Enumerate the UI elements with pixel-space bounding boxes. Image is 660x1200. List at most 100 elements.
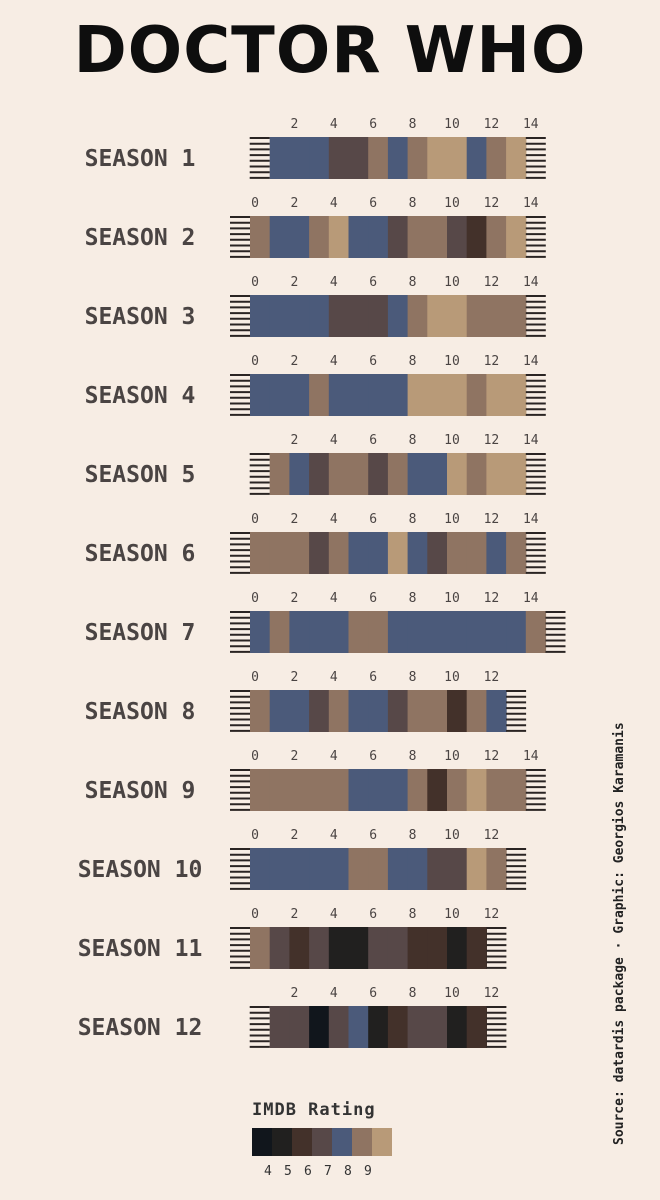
episode-cell — [506, 137, 527, 179]
season-label: SEASON 10 — [78, 857, 203, 883]
episode-cell — [309, 611, 330, 653]
season-row: SEASON 6 0 2 4 6 8 10 12 14 — [85, 512, 546, 574]
tick-label: 2 — [290, 828, 298, 843]
episode-cell — [466, 690, 487, 732]
legend-swatch — [332, 1128, 352, 1156]
episode-cell — [289, 769, 310, 811]
tick-label: 12 — [484, 749, 500, 764]
tick-label: 4 — [330, 591, 338, 606]
tick-label: 12 — [484, 117, 500, 132]
episode-cell — [486, 611, 507, 653]
episode-cell — [387, 137, 409, 179]
episode-cell — [387, 453, 409, 495]
episode-cell — [289, 848, 310, 890]
episode-cell — [407, 848, 428, 890]
episode-cell — [250, 690, 271, 732]
season-row: SEASON 7 0 2 4 6 8 10 12 14 — [85, 591, 566, 653]
source-note: Source: datardis package · Graphic: Geor… — [612, 722, 627, 1145]
tick-label: 8 — [409, 749, 417, 764]
tick-label: 10 — [444, 275, 460, 290]
episode-cell — [250, 295, 271, 337]
episode-cell — [309, 453, 330, 495]
episode-cell — [427, 769, 448, 811]
episode-cell — [466, 295, 487, 337]
legend-tick: 5 — [284, 1164, 292, 1179]
season-row: SEASON 3 0 2 4 6 8 10 12 14 — [85, 275, 546, 337]
episode-cell — [387, 295, 409, 337]
episode-cell — [525, 611, 547, 653]
season-row: SEASON 8 0 2 4 6 8 10 12 — [85, 670, 527, 732]
tick-label: 4 — [330, 433, 338, 448]
episode-cell — [269, 532, 290, 574]
episode-cell — [328, 137, 350, 179]
episode-cell — [466, 137, 487, 179]
episode-cell — [407, 1006, 428, 1048]
episode-cell — [407, 374, 428, 416]
episode-cell — [387, 769, 409, 811]
tick-label: 12 — [484, 433, 500, 448]
legend-swatches — [252, 1128, 392, 1156]
tick-label: 10 — [444, 354, 460, 369]
episode-cell — [309, 690, 330, 732]
episode-cell — [486, 374, 507, 416]
episode-cell — [289, 927, 310, 969]
tick-label: 2 — [290, 354, 298, 369]
episode-cell — [289, 374, 310, 416]
episode-cell — [506, 216, 527, 258]
tick-label: 2 — [290, 117, 298, 132]
episode-cell — [269, 137, 290, 179]
season-label: SEASON 6 — [85, 541, 196, 567]
episode-cell — [250, 927, 271, 969]
tick-label: 14 — [523, 354, 539, 369]
legend-title: IMDB Rating — [252, 1100, 376, 1120]
tick-label: 12 — [484, 354, 500, 369]
episode-cell — [466, 1006, 487, 1048]
episode-cell — [368, 295, 389, 337]
tick-label: 8 — [409, 828, 417, 843]
tick-label: 10 — [444, 512, 460, 527]
season-label: SEASON 2 — [85, 225, 196, 251]
season-row: SEASON 4 0 2 4 6 8 10 12 14 — [85, 354, 546, 416]
episode-cell — [250, 374, 271, 416]
episode-cell — [427, 374, 448, 416]
tick-label: 14 — [523, 117, 539, 132]
legend-swatch — [312, 1128, 332, 1156]
season-row: SEASON 1 2 4 6 8 10 12 14 — [85, 117, 546, 179]
tick-label: 14 — [523, 433, 539, 448]
episode-cell — [387, 611, 409, 653]
episode-cell — [269, 374, 290, 416]
episode-cell — [486, 848, 507, 890]
episode-cell — [269, 1006, 290, 1048]
episode-cell — [309, 927, 330, 969]
episode-cell — [289, 690, 310, 732]
tick-label: 14 — [523, 275, 539, 290]
episode-cell — [309, 532, 330, 574]
episode-cell — [427, 453, 448, 495]
episode-cell — [447, 927, 468, 969]
episode-cell — [289, 1006, 310, 1048]
episode-cell — [506, 374, 527, 416]
episode-cell — [387, 927, 409, 969]
episode-cell — [250, 769, 271, 811]
episode-cell — [447, 690, 468, 732]
tick-label: 6 — [369, 986, 377, 1001]
episode-cell — [309, 137, 330, 179]
tick-label: 0 — [251, 591, 259, 606]
tick-label: 12 — [484, 907, 500, 922]
legend-swatch — [352, 1128, 372, 1156]
tick-label: 2 — [290, 512, 298, 527]
episode-cell — [328, 611, 350, 653]
season-row: SEASON 2 0 2 4 6 8 10 12 14 — [85, 196, 546, 258]
episode-cell — [486, 216, 507, 258]
episode-cell — [269, 769, 290, 811]
episode-cell — [269, 848, 290, 890]
episode-cell — [368, 374, 389, 416]
episode-cell — [250, 532, 271, 574]
tick-label: 4 — [330, 354, 338, 369]
legend-tick: 9 — [364, 1164, 372, 1179]
episode-cell — [328, 374, 350, 416]
episode-cell — [407, 532, 428, 574]
tick-label: 8 — [409, 275, 417, 290]
